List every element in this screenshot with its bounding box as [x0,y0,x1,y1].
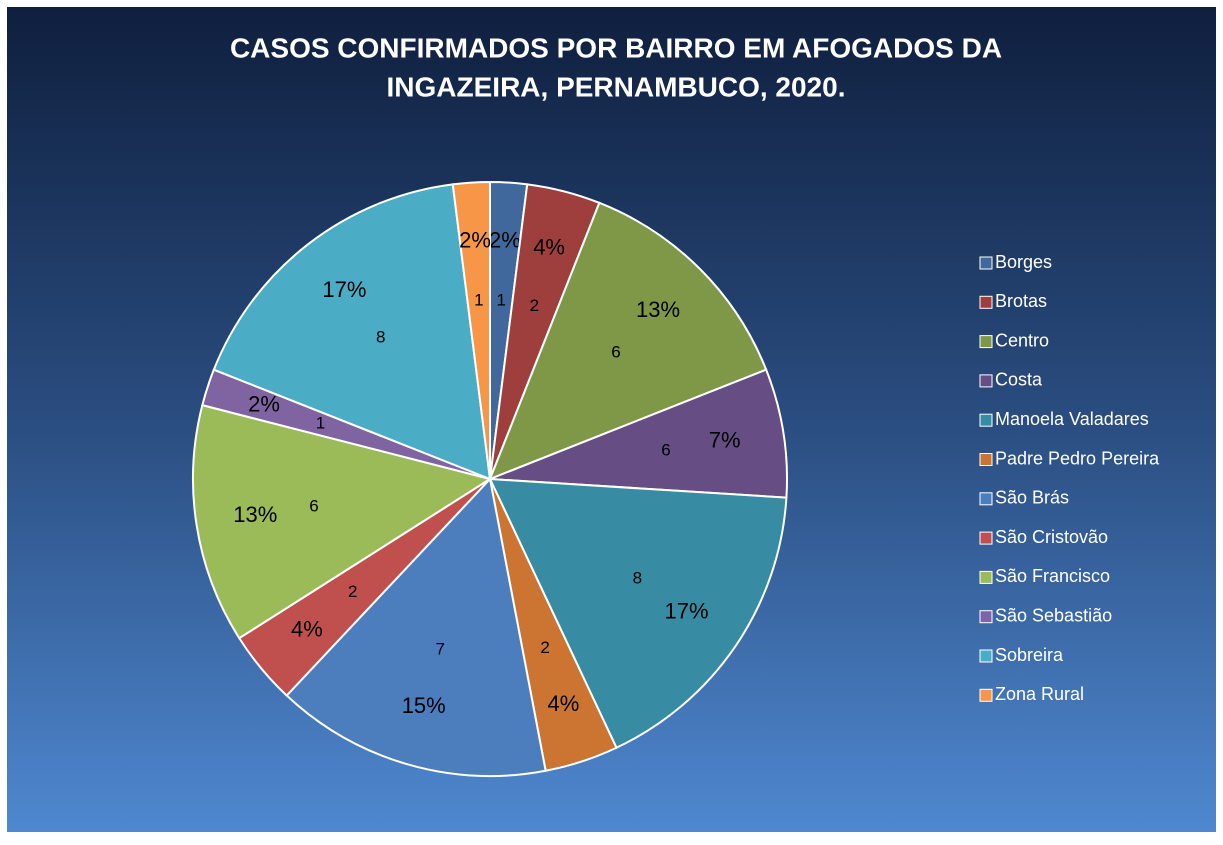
count-label: 8 [376,328,385,347]
legend-label: São Cristovão [995,527,1108,547]
percent-label: 4% [533,235,565,260]
count-label: 1 [474,291,483,310]
count-label: 6 [309,496,318,515]
percent-label: 13% [636,297,680,322]
pie-slice [285,476,547,777]
legend-swatch [979,453,993,466]
legend-label: Zona Rural [995,684,1084,704]
legend-swatch [979,688,993,702]
legend-swatch [979,649,993,663]
legend-label: Costa [995,370,1043,390]
chart-title: CASOS CONFIRMADOS POR BAIRRO EM AFOGADOS… [230,32,1002,63]
count-label: 2 [530,296,539,315]
count-label: 2 [348,582,357,601]
legend-swatch [979,570,993,584]
legend-swatch [979,492,993,506]
legend-swatch [979,374,993,388]
pie-slice [488,201,768,481]
legend-label: São Sebastião [995,605,1112,625]
pie-slice [212,183,492,481]
count-label: 1 [496,291,505,310]
pie-slice [451,180,491,480]
legend-swatch [979,413,993,427]
pie-slice [489,368,788,499]
percent-label: 2% [459,228,491,253]
pie-slice [488,477,788,750]
count-label: 6 [661,441,670,460]
legend-label: São Brás [995,488,1069,508]
percent-label: 7% [709,428,741,453]
percent-label: 4% [548,691,580,716]
legend-swatch [979,335,993,349]
legend-swatch [979,531,993,545]
percent-label: 13% [233,502,277,527]
legend-label: Sobreira [995,645,1064,665]
legend-swatch [979,256,993,270]
pie-slice [192,403,493,640]
legend-label: Manoela Valadares [995,409,1149,429]
legend-swatch [979,295,993,309]
legend-label: São Francisco [995,566,1110,586]
count-label: 8 [633,569,642,588]
count-label: 2 [540,638,549,657]
legend-label: Borges [995,252,1052,272]
legend-label: Centro [995,330,1049,350]
percent-label: 17% [664,598,708,623]
percent-label: 4% [291,616,323,641]
count-label: 1 [316,413,325,432]
percent-label: 2% [248,391,280,416]
legend-label: Padre Pedro Pereira [995,448,1160,468]
percent-label: 2% [489,228,521,253]
count-label: 7 [436,640,445,659]
legend-swatch [979,610,993,624]
percent-label: 15% [402,693,446,718]
count-label: 6 [611,342,620,361]
percent-label: 17% [322,277,366,302]
legend-label: Brotas [995,291,1047,311]
chart-title: INGAZEIRA, PERNAMBUCO, 2020. [387,71,846,102]
